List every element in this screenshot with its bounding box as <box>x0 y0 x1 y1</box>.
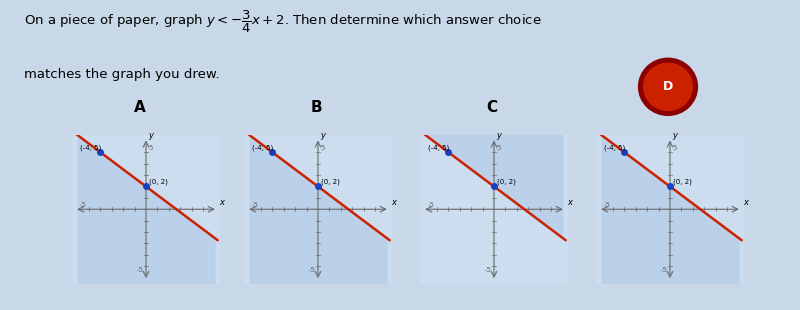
Text: B: B <box>310 100 322 115</box>
Text: -5: -5 <box>484 267 491 273</box>
Text: -5: -5 <box>136 267 143 273</box>
Text: C: C <box>486 100 498 115</box>
Text: (0, 2): (0, 2) <box>321 178 340 185</box>
Text: x: x <box>743 198 748 207</box>
Text: 5: 5 <box>321 145 326 151</box>
Circle shape <box>644 63 692 110</box>
Text: -5: -5 <box>604 202 611 208</box>
Text: A: A <box>134 100 146 115</box>
Text: On a piece of paper, graph $y < -\dfrac{3}{4}x + 2$. Then determine which answer: On a piece of paper, graph $y < -\dfrac{… <box>24 9 542 35</box>
Text: (0, 2): (0, 2) <box>149 178 168 185</box>
Text: (-4, 5): (-4, 5) <box>80 145 102 151</box>
Text: 5: 5 <box>673 145 678 151</box>
Text: D: D <box>663 80 673 93</box>
Text: (-4, 5): (-4, 5) <box>428 145 450 151</box>
Text: x: x <box>219 198 224 207</box>
Text: matches the graph you drew.: matches the graph you drew. <box>24 68 220 81</box>
Text: -5: -5 <box>660 267 667 273</box>
Text: (-4, 5): (-4, 5) <box>604 145 626 151</box>
Text: y: y <box>320 131 325 140</box>
Text: -5: -5 <box>308 267 315 273</box>
Text: 5: 5 <box>149 145 154 151</box>
Text: -5: -5 <box>80 202 86 208</box>
Text: (-4, 5): (-4, 5) <box>252 145 274 151</box>
Text: y: y <box>496 131 501 140</box>
Text: -5: -5 <box>252 202 259 208</box>
Circle shape <box>638 58 698 115</box>
Text: y: y <box>672 131 677 140</box>
Text: (0, 2): (0, 2) <box>497 178 516 185</box>
Text: x: x <box>391 198 396 207</box>
Text: 5: 5 <box>497 145 502 151</box>
Text: x: x <box>567 198 572 207</box>
Text: y: y <box>148 131 153 140</box>
Text: -5: -5 <box>428 202 435 208</box>
Text: (0, 2): (0, 2) <box>673 178 692 185</box>
